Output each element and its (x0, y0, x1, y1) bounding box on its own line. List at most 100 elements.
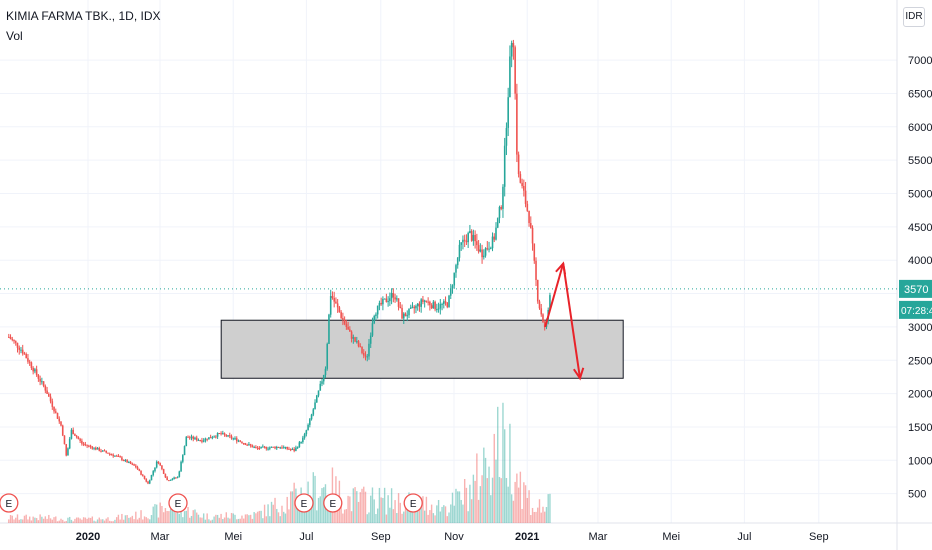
volume-bar (25, 514, 27, 523)
candle-body (180, 461, 182, 472)
candle-body (143, 475, 146, 479)
candle-body (44, 385, 47, 391)
volume-bar (149, 519, 151, 523)
volume-bar (371, 487, 374, 523)
projection-arrows[interactable] (544, 261, 585, 381)
candle-body (242, 443, 245, 445)
volume-bar (119, 519, 121, 523)
volume-bar (389, 507, 391, 523)
candle-body (380, 302, 382, 305)
earnings-marker-circle (323, 493, 343, 513)
volume-bar (491, 477, 494, 523)
volume-bar (397, 493, 400, 523)
candle-body (411, 306, 414, 308)
symbol-title[interactable]: KIMIA FARMA TBK., 1D, IDX (6, 9, 161, 23)
volume-bar (253, 512, 255, 523)
candle-body (429, 301, 431, 306)
volume-bar (516, 473, 518, 523)
volume-bar (316, 510, 318, 523)
candle-body (467, 233, 469, 243)
x-tick-label: Mei (662, 531, 680, 543)
earnings-marker[interactable]: E (403, 493, 423, 513)
candle-body (312, 409, 315, 415)
volume-bar (420, 497, 422, 523)
last-price-badge (899, 279, 932, 298)
earnings-marker[interactable]: E (168, 493, 188, 513)
earnings-marker[interactable]: E (294, 493, 314, 513)
volume-bar (110, 521, 113, 523)
candle-body (517, 154, 520, 175)
candle-body (37, 374, 40, 379)
candle-body (232, 438, 235, 440)
candle-body (500, 207, 503, 209)
countdown-badge (899, 300, 932, 319)
arrow-line[interactable] (544, 263, 565, 328)
candle-body (453, 272, 456, 286)
y-tick-label: 500 (908, 489, 926, 501)
volume-bar (430, 504, 433, 523)
volume-bar (364, 491, 367, 523)
candle-body (206, 438, 208, 440)
volume-bar (495, 459, 497, 523)
volume-bar (128, 517, 130, 523)
volume-bar (173, 502, 175, 523)
candle-body (352, 337, 355, 339)
volume-bar (175, 512, 177, 523)
candle-body (434, 301, 436, 310)
y-tick-label: 2000 (908, 389, 932, 401)
support-zone-rectangle[interactable] (220, 319, 624, 379)
candle-body (328, 314, 330, 344)
candle-body (258, 447, 261, 449)
volume-bar (411, 509, 414, 523)
volume-bar (436, 505, 438, 523)
volume-bar (368, 512, 370, 523)
candle-body (369, 335, 372, 344)
candle-body (154, 467, 156, 472)
candle-body (516, 93, 518, 155)
volume-bar (352, 488, 355, 523)
candle-body (32, 368, 34, 372)
candle-body (430, 305, 433, 309)
candle-body (293, 449, 295, 451)
volume-bar (55, 516, 57, 523)
volume-bar (15, 517, 17, 523)
volume-bar (246, 514, 248, 523)
currency-button[interactable]: IDR (903, 7, 925, 27)
candle-body (211, 437, 214, 439)
candle-body (213, 436, 215, 438)
volume-bar (542, 506, 544, 523)
volume-bar (222, 519, 224, 523)
volume-bar (249, 514, 252, 523)
y-tick-label: 1000 (908, 455, 932, 467)
volume-bar (470, 499, 473, 523)
candle-body (295, 447, 297, 451)
volume-bar (483, 447, 485, 523)
candle-body (451, 285, 454, 289)
earnings-marker[interactable]: E (0, 493, 19, 513)
volume-bar (356, 491, 358, 523)
volume-bar (347, 495, 349, 523)
earnings-marker-label: E (5, 499, 12, 510)
volume-bar (319, 496, 321, 523)
arrow-line[interactable] (562, 263, 581, 379)
candle-body (503, 145, 506, 187)
candle-body (481, 249, 483, 258)
volume-bar (185, 510, 187, 523)
volume-bar (401, 513, 403, 523)
volume-bar (392, 509, 395, 523)
candle-body (455, 265, 457, 273)
candle-body (498, 207, 501, 219)
volume-bar (523, 482, 525, 523)
volume-bar (248, 515, 250, 523)
candle-body (469, 230, 471, 234)
candle-body (263, 446, 266, 448)
candle-body (486, 248, 489, 250)
volume-bar (202, 513, 205, 523)
volume-bar (535, 511, 537, 523)
earnings-marker[interactable]: E (323, 493, 343, 513)
y-tick-label: 4500 (908, 222, 932, 234)
volume-bar (288, 509, 290, 523)
volume-bar (98, 517, 100, 523)
candle-body (474, 234, 476, 242)
